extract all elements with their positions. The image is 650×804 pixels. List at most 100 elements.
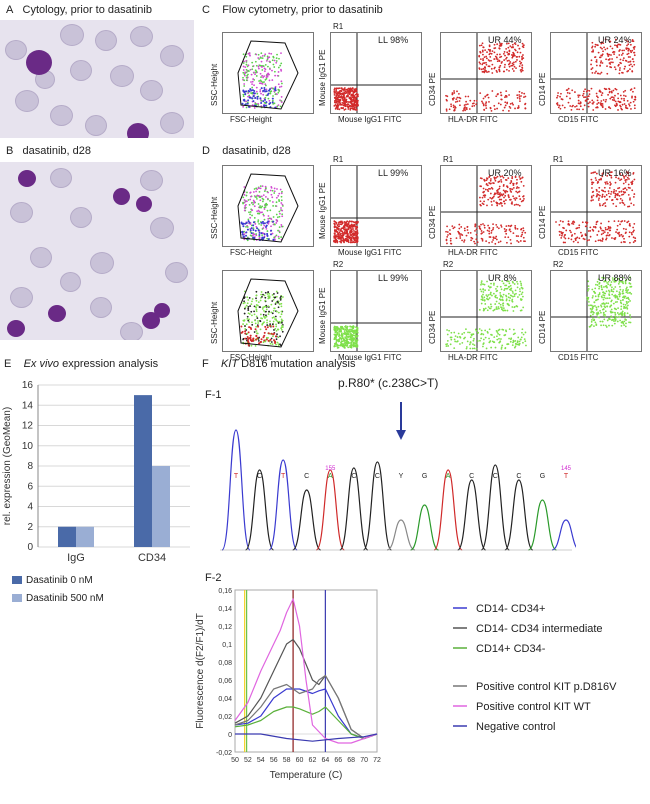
event-dot [620,241,623,244]
event-dot [575,227,578,230]
event-dot [244,325,246,327]
event-dot [334,241,337,244]
event-dot [463,227,466,230]
event-dot [445,230,447,233]
event-dot [505,299,508,302]
event-dot [585,99,588,101]
cytology-image-after [0,162,194,340]
event-dot [456,340,458,343]
event-dot [277,91,280,94]
event-dot [503,334,506,337]
event-dot [280,207,282,209]
event-dot [243,60,245,63]
event-dot [483,224,486,227]
event-dot [347,222,350,224]
event-dot [619,49,621,51]
event-dot [608,234,610,237]
event-dot [466,103,469,106]
event-dot [511,175,514,178]
event-dot [624,282,627,285]
event-dot [273,339,276,342]
event-dot [489,196,492,199]
event-dot [343,91,346,94]
event-dot [275,343,277,346]
event-dot [514,332,516,335]
trace-peak [457,479,487,551]
event-dot [465,328,467,331]
event-dot [256,95,259,98]
event-dot [270,186,273,189]
event-dot [335,341,338,344]
event-dot [495,308,498,310]
facs-plot [440,165,532,247]
event-dot [491,50,494,53]
event-dot [263,233,266,236]
event-dot [511,298,514,301]
event-dot [246,226,249,228]
event-dot [622,303,625,306]
event-dot [499,43,502,46]
event-dot [630,51,633,54]
event-dot [623,320,626,323]
event-dot [516,97,519,99]
event-dot [343,102,346,105]
event-dot [626,53,629,56]
event-dot [249,198,252,201]
event-dot [497,227,500,230]
event-dot [248,337,251,340]
event-dot [354,342,356,345]
event-dot [518,204,521,207]
event-dot [608,174,611,177]
event-dot [595,306,598,309]
event-dot [518,55,521,58]
event-dot [480,230,483,232]
event-dot [589,101,591,104]
event-dot [614,277,616,280]
event-dot [557,106,560,109]
event-dot [266,94,269,97]
event-dot [484,188,487,191]
event-dot [483,109,486,111]
event-dot [445,343,448,346]
event-dot [272,309,275,312]
event-dot [569,105,572,107]
event-dot [271,294,274,296]
event-dot [453,109,456,112]
event-dot [352,94,355,97]
event-dot [625,289,627,292]
event-dot [338,340,341,342]
event-dot [627,183,630,186]
event-dot [634,239,636,242]
event-dot [258,231,261,234]
event-dot [261,308,264,310]
event-dot [591,318,593,321]
event-dot [619,173,622,175]
event-dot [483,226,486,229]
event-dot [251,61,254,64]
event-dot [514,226,517,229]
event-dot [512,70,515,72]
event-dot [610,54,612,56]
event-dot [598,287,600,290]
event-dot [355,89,358,92]
event-dot [252,65,254,68]
event-dot [591,183,593,186]
event-dot [500,288,503,291]
event-dot [606,72,609,75]
event-dot [491,196,494,199]
event-dot [577,96,580,98]
event-dot [614,105,617,108]
event-dot [617,282,620,285]
event-dot [507,53,510,55]
event-dot [599,46,602,49]
event-dot [453,347,456,350]
event-dot [622,322,625,325]
event-dot [607,93,609,96]
event-dot [600,177,602,180]
event-dot [570,231,572,234]
event-dot [587,300,590,303]
event-dot [482,293,484,296]
event-dot [632,58,634,60]
event-dot [256,337,259,340]
event-dot [499,192,502,194]
